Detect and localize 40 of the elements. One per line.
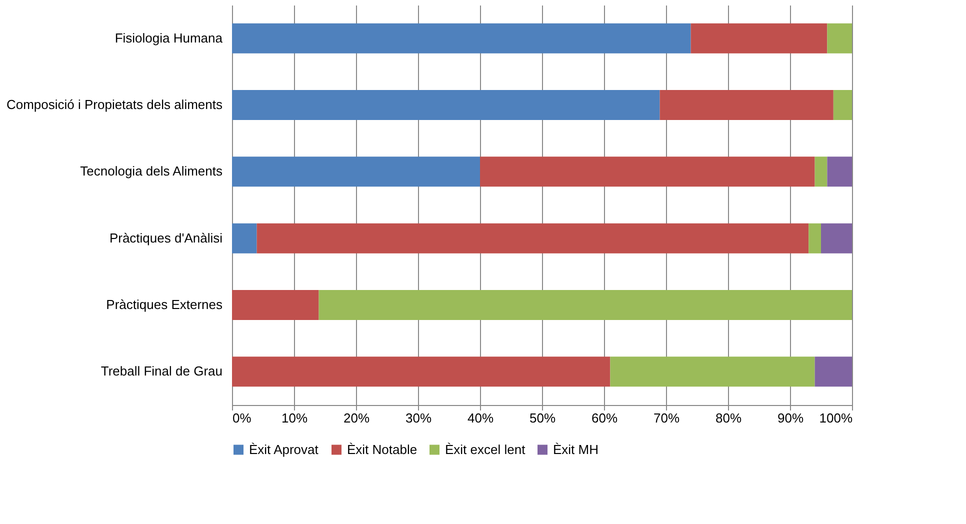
x-tick-label: 30% bbox=[405, 410, 432, 426]
x-tick-label: 0% bbox=[232, 410, 252, 426]
bar bbox=[814, 356, 852, 387]
y-tick-label: Pràctiques d'Anàlisi bbox=[109, 230, 223, 246]
x-tick-label: 20% bbox=[343, 410, 370, 426]
bar bbox=[827, 23, 852, 54]
bar bbox=[808, 223, 821, 254]
bar bbox=[232, 156, 480, 187]
bar bbox=[232, 290, 319, 320]
x-tick-label: 70% bbox=[653, 410, 680, 426]
bar bbox=[660, 90, 834, 120]
x-tick-label: 10% bbox=[281, 410, 308, 426]
bar bbox=[610, 356, 815, 387]
legend-label: Èxit MH bbox=[553, 442, 598, 457]
y-tick-label: Composició i Propietats dels aliments bbox=[6, 97, 223, 112]
y-tick-label: Fisiologia Humana bbox=[114, 30, 224, 46]
legend-label: Èxit excel lent bbox=[445, 442, 526, 457]
y-tick-label: Pràctiques Externes bbox=[106, 297, 223, 312]
legend-label: Èxit Aprovat bbox=[249, 442, 319, 457]
bar bbox=[814, 156, 828, 187]
bar bbox=[232, 23, 691, 54]
bar bbox=[827, 156, 852, 187]
bar bbox=[833, 90, 852, 120]
legend-label: Èxit Notable bbox=[347, 442, 418, 457]
bar bbox=[690, 23, 828, 54]
bar bbox=[480, 156, 815, 187]
bar bbox=[821, 223, 852, 254]
x-tick-label: 40% bbox=[467, 410, 494, 426]
x-tick-label: 100% bbox=[819, 410, 853, 426]
x-tick-label: 90% bbox=[777, 410, 804, 426]
x-tick-label: 50% bbox=[529, 410, 556, 426]
bar bbox=[318, 290, 852, 320]
x-tick-label: 80% bbox=[715, 410, 742, 426]
bar bbox=[232, 90, 660, 120]
bar bbox=[232, 223, 257, 254]
y-tick-label: Treball Final de Grau bbox=[100, 364, 222, 379]
x-tick-label: 60% bbox=[591, 410, 618, 426]
bar bbox=[256, 223, 809, 254]
y-tick-label: Tecnologia dels Aliments bbox=[80, 164, 223, 179]
bar bbox=[232, 356, 610, 387]
